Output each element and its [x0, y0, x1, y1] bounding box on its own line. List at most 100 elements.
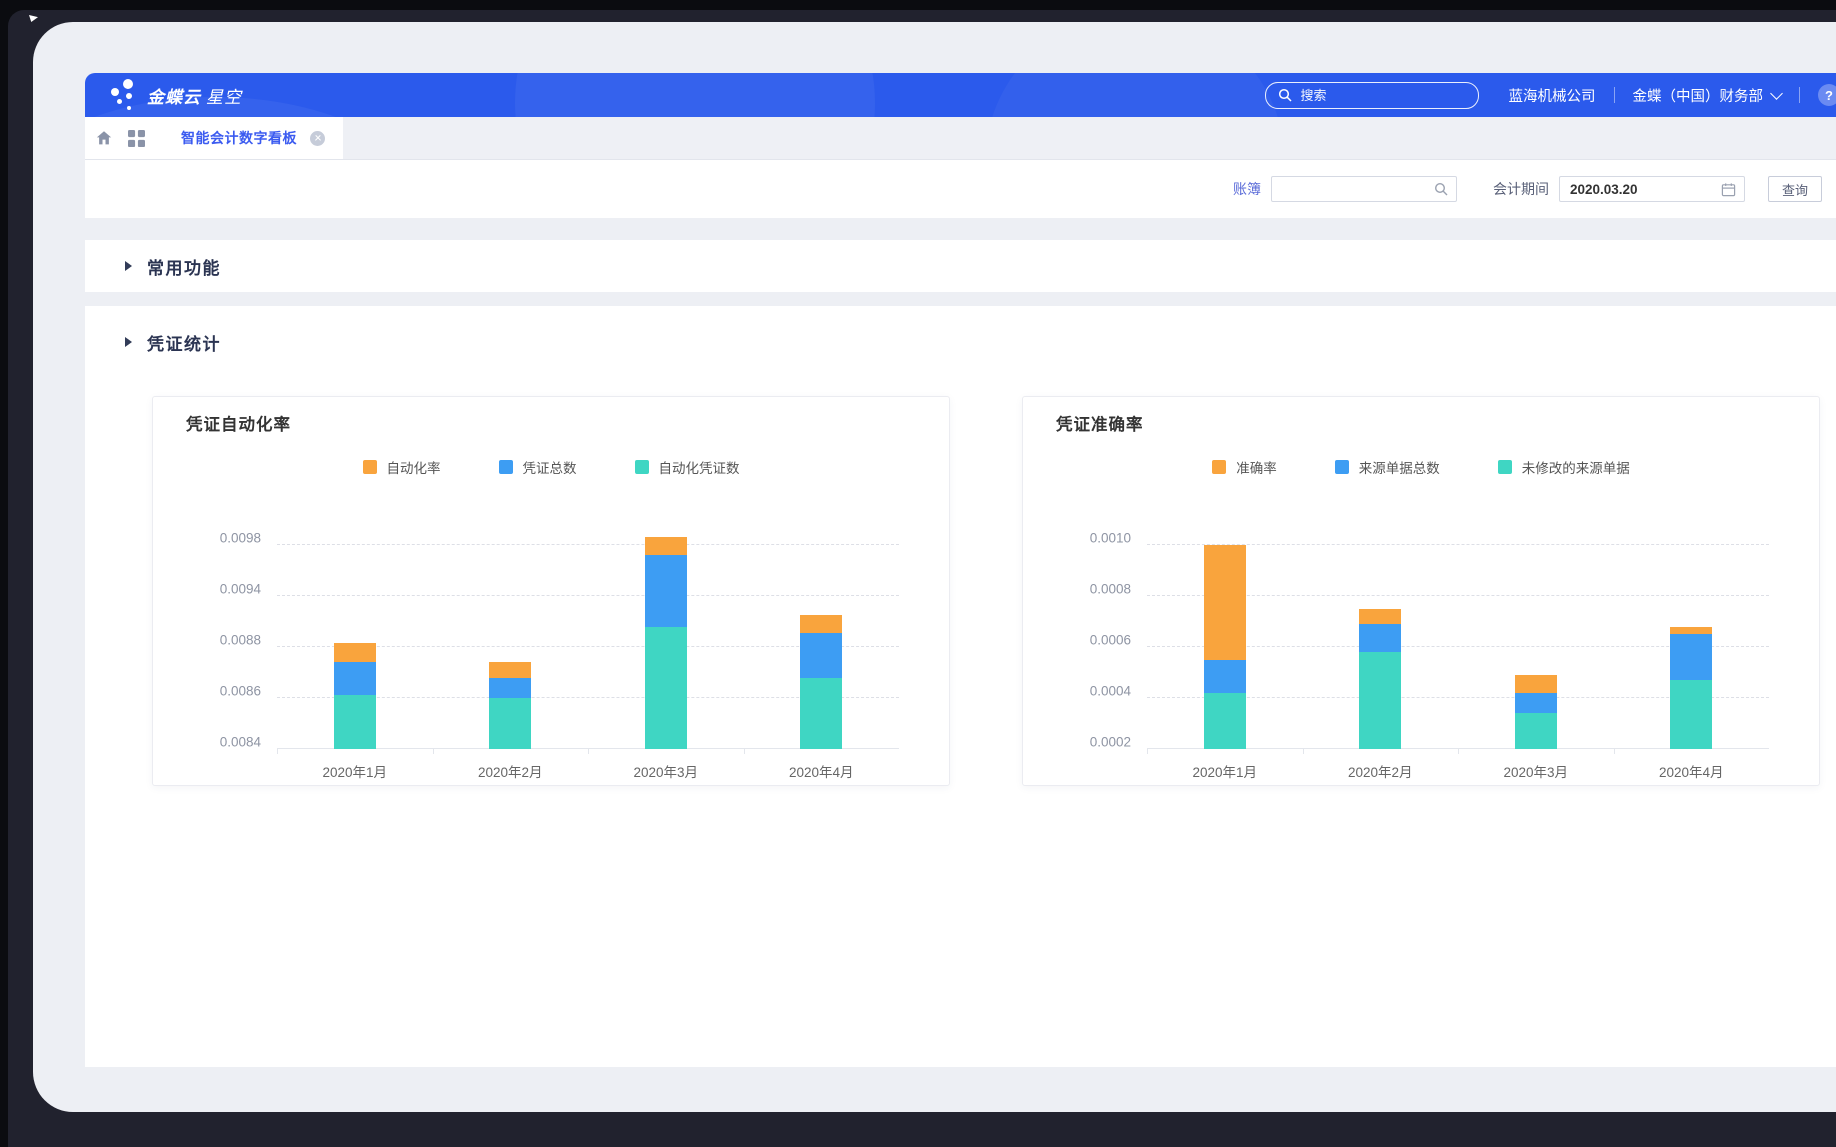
- bar-segment[interactable]: [334, 662, 376, 695]
- logo-text-light: 星空: [206, 88, 242, 107]
- bar-segment[interactable]: [1670, 634, 1712, 680]
- tab-icon-zone: [85, 117, 155, 159]
- bar-segment[interactable]: [1204, 693, 1246, 749]
- chart-title: 凭证准确率: [1056, 411, 1819, 435]
- section-voucher-stats[interactable]: 凭证统计: [85, 306, 1836, 368]
- department-name: 金蝶（中国）财务部: [1633, 85, 1764, 106]
- bar-segment[interactable]: [800, 615, 842, 633]
- x-axis-label: 2020年1月: [277, 761, 433, 781]
- x-axis-label: 2020年2月: [433, 761, 589, 781]
- legend-item[interactable]: 来源单据总数: [1335, 457, 1440, 477]
- chart-card-accuracy-rate: 凭证准确率 准确率来源单据总数未修改的来源单据 0.00020.00040.00…: [1022, 396, 1820, 786]
- kingdee-logo[interactable]: 金蝶云星空: [111, 79, 242, 111]
- panel-voucher-stats: 凭证统计 凭证自动化率 自动化率凭证总数自动化凭证数 0.00840.00860…: [85, 306, 1836, 1067]
- legend-item[interactable]: 凭证总数: [499, 457, 577, 477]
- legend-item[interactable]: 准确率: [1212, 457, 1277, 477]
- bar-segment[interactable]: [800, 633, 842, 678]
- bar-segment[interactable]: [1204, 545, 1246, 660]
- y-axis-label: 0.0006: [1090, 633, 1131, 648]
- global-search[interactable]: [1265, 82, 1479, 109]
- app-window: 金蝶云星空 蓝海机械公司 金蝶（中国）财务部 ?: [33, 22, 1836, 1112]
- axis-tick: [1458, 749, 1459, 754]
- legend-swatch-icon: [1498, 460, 1512, 474]
- section-common-functions[interactable]: 常用功能: [85, 240, 1836, 292]
- y-axis-label: 0.0008: [1090, 582, 1131, 597]
- bar-segment[interactable]: [1515, 713, 1557, 749]
- chart-cards-row: 凭证自动化率 自动化率凭证总数自动化凭证数 0.00840.00860.0088…: [152, 396, 1836, 786]
- expand-arrow-icon[interactable]: [125, 261, 132, 271]
- legend-label: 自动化率: [387, 457, 441, 477]
- axis-tick: [433, 749, 434, 754]
- bar-segment[interactable]: [489, 698, 531, 749]
- x-axis-label: 2020年2月: [1303, 761, 1459, 781]
- period-field[interactable]: [1559, 176, 1745, 202]
- app-container: 金蝶云星空 蓝海机械公司 金蝶（中国）财务部 ?: [85, 73, 1836, 1067]
- chevron-down-icon: [1770, 87, 1783, 100]
- bar-segment[interactable]: [645, 627, 687, 749]
- bar-segment[interactable]: [645, 537, 687, 555]
- calendar-icon[interactable]: [1721, 182, 1736, 197]
- x-axis-label: 2020年1月: [1147, 761, 1303, 781]
- expand-arrow-icon[interactable]: [125, 337, 132, 347]
- bar-segment[interactable]: [1670, 680, 1712, 749]
- bar-segment[interactable]: [489, 662, 531, 677]
- bar-segment[interactable]: [1515, 693, 1557, 713]
- bar-segment[interactable]: [645, 555, 687, 627]
- legend-item[interactable]: 自动化凭证数: [635, 457, 740, 477]
- x-axis-label: 2020年3月: [1458, 761, 1614, 781]
- y-axis-label: 0.0094: [220, 582, 261, 597]
- logo-text-bold: 金蝶云: [147, 88, 201, 107]
- bar-segment[interactable]: [1515, 675, 1557, 693]
- divider: [1799, 87, 1800, 103]
- query-button[interactable]: 查询: [1768, 176, 1822, 202]
- org-switcher[interactable]: 金蝶（中国）财务部: [1633, 85, 1782, 106]
- tab-smart-accounting-dashboard[interactable]: 智能会计数字看板: [155, 117, 343, 159]
- bar-segment[interactable]: [1359, 624, 1401, 652]
- legend-item[interactable]: 未修改的来源单据: [1498, 457, 1630, 477]
- y-axis-label: 0.0098: [220, 531, 261, 546]
- apps-grid-icon[interactable]: [128, 130, 145, 147]
- spacer: [85, 218, 1836, 240]
- ledger-input[interactable]: [1280, 181, 1434, 198]
- y-axis-label: 0.0086: [220, 684, 261, 699]
- home-icon[interactable]: [95, 129, 113, 147]
- legend-swatch-icon: [363, 460, 377, 474]
- tab-label: 智能会计数字看板: [181, 128, 297, 148]
- bar-segment[interactable]: [1359, 609, 1401, 624]
- legend-swatch-icon: [635, 460, 649, 474]
- bar-segment[interactable]: [1359, 652, 1401, 749]
- bar-segment[interactable]: [800, 678, 842, 749]
- legend-swatch-icon: [1212, 460, 1226, 474]
- x-axis-label: 2020年3月: [588, 761, 744, 781]
- bar-segment[interactable]: [334, 695, 376, 749]
- chart-title: 凭证自动化率: [186, 411, 949, 435]
- chart-legend: 准确率 来源单据总数 未修改的来源单据: [1023, 457, 1819, 477]
- section-title: 常用功能: [147, 254, 221, 279]
- tab-bar: 智能会计数字看板: [85, 117, 1836, 160]
- chart-card-automation-rate: 凭证自动化率 自动化率凭证总数自动化凭证数 0.00840.00860.0088…: [152, 396, 950, 786]
- legend-label: 准确率: [1236, 457, 1277, 477]
- global-search-input[interactable]: [1299, 87, 1466, 104]
- y-axis-label: 0.0010: [1090, 531, 1131, 546]
- header-decoration: [515, 73, 875, 117]
- tab-close-icon[interactable]: [310, 131, 325, 146]
- filter-toolbar: 账簿 会计期间 查询: [85, 160, 1836, 218]
- ledger-label: 账簿: [1233, 179, 1261, 199]
- y-axis-label: 0.0088: [220, 633, 261, 648]
- legend-label: 来源单据总数: [1359, 457, 1440, 477]
- legend-item[interactable]: 自动化率: [363, 457, 441, 477]
- x-axis-label: 2020年4月: [744, 761, 900, 781]
- period-input[interactable]: [1568, 181, 1721, 198]
- bar-segment[interactable]: [489, 678, 531, 698]
- legend-swatch-icon: [499, 460, 513, 474]
- lookup-search-icon[interactable]: [1434, 182, 1448, 196]
- divider: [1614, 87, 1615, 103]
- gridline: [277, 544, 899, 545]
- help-button[interactable]: ?: [1818, 84, 1836, 106]
- x-axis-label: 2020年4月: [1614, 761, 1770, 781]
- chart-legend: 自动化率 凭证总数 自动化凭证数: [153, 457, 949, 477]
- bar-segment[interactable]: [334, 643, 376, 663]
- bar-segment[interactable]: [1670, 627, 1712, 635]
- ledger-lookup-field[interactable]: [1271, 176, 1457, 202]
- bar-segment[interactable]: [1204, 660, 1246, 693]
